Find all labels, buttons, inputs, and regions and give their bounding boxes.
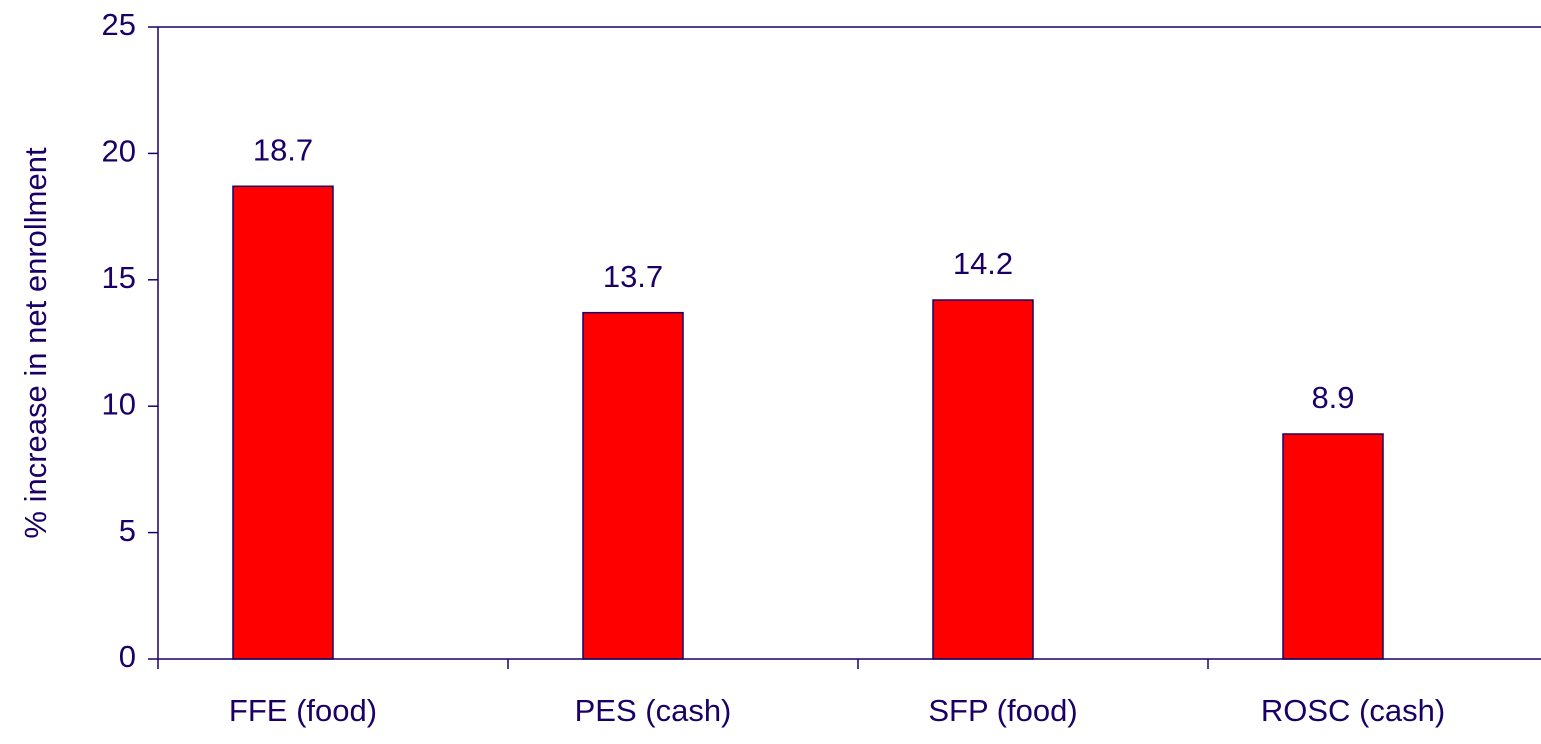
bar [582,311,684,660]
y-tick-label: 20 [102,134,136,169]
x-tick-label: SFP (food) [928,693,1077,728]
y-tick-label: 0 [119,639,136,674]
bar [932,299,1034,660]
y-tick-label: 10 [102,386,136,421]
data-label: 14.2 [953,246,1013,281]
x-tick-label: FFE (food) [229,693,377,728]
y-tick-label: 25 [102,7,136,42]
x-tick-label: PES (cash) [575,693,732,728]
x-tick-label: ROSC (cash) [1261,693,1445,728]
y-tick-label: 15 [102,260,136,295]
data-label: 13.7 [603,259,663,294]
y-tick-label: 5 [119,513,136,548]
bar [232,185,334,660]
data-label: 18.7 [253,132,313,167]
y-axis-label: % increase in net enrollment [18,147,53,539]
bar [1282,433,1384,660]
data-label: 8.9 [1311,380,1354,415]
